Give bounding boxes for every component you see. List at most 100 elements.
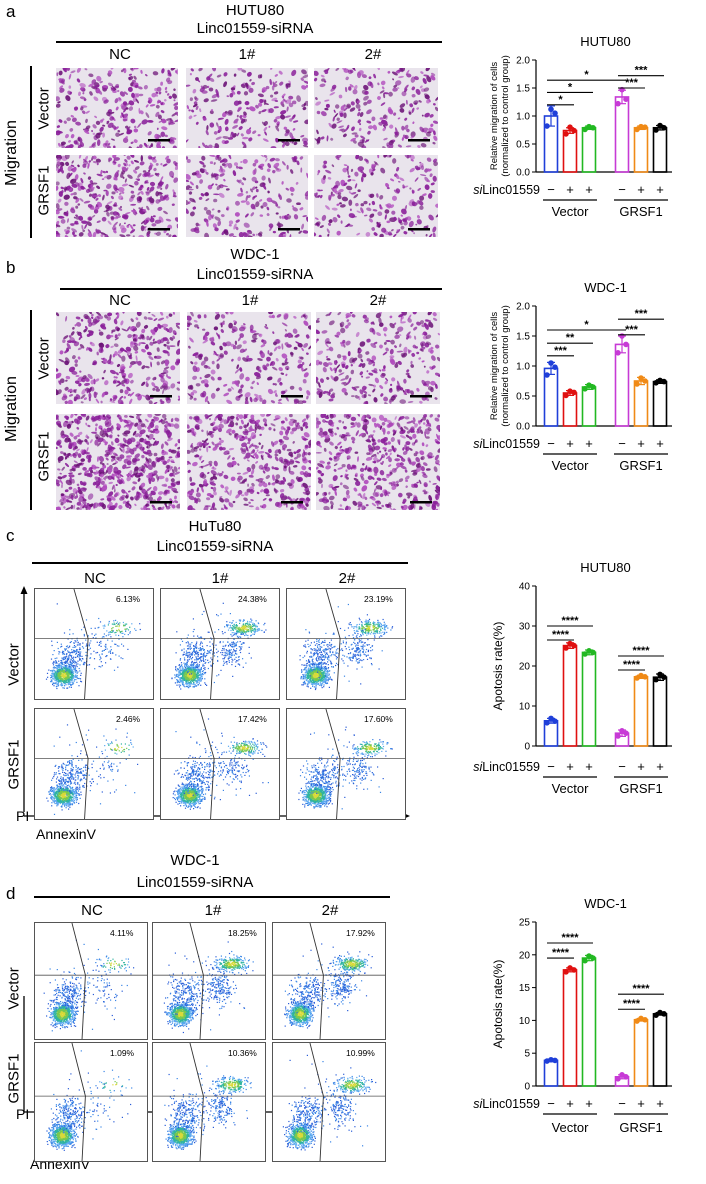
y-tick-label: 0: [524, 742, 530, 753]
data-point: [623, 341, 629, 348]
flow-plot-c-vector-1: [160, 588, 280, 700]
significance-label: ****: [623, 659, 641, 671]
data-point: [634, 126, 640, 133]
treatment-sign: −: [618, 436, 626, 451]
treatment-sign: +: [637, 436, 645, 451]
y-tick-label: 10: [519, 702, 531, 713]
y-tick-label: 2.0: [516, 302, 530, 313]
data-point: [623, 96, 629, 102]
flow-plot-d-vector-1: [152, 922, 266, 1040]
significance-label: ****: [632, 645, 650, 657]
micrograph-b-vector-1: [187, 312, 311, 404]
data-point: [642, 378, 648, 384]
data-point: [653, 1012, 659, 1018]
treatment-sign: +: [637, 759, 645, 774]
panel-letter-a: a: [6, 2, 16, 21]
bar: [581, 957, 597, 1087]
micrograph-a-vector-nc: [56, 68, 178, 148]
panel-b-row-bracket: [30, 310, 32, 510]
data-point: [615, 350, 621, 356]
pct-d-vector-2: 17.92%: [346, 928, 375, 938]
data-point: [548, 360, 554, 366]
bar: [581, 651, 597, 747]
treatment-row-label: siLinc01559: [473, 183, 540, 197]
panel-letter-d: d: [6, 884, 16, 903]
treatment-sign: +: [656, 1096, 664, 1111]
data-point: [657, 671, 663, 678]
data-point: [590, 955, 596, 961]
chart-title: HUTU80: [580, 560, 631, 575]
significance-label: ****: [561, 932, 579, 944]
flow-plot-d-grsf1-2: [272, 1042, 386, 1162]
bar: [633, 380, 649, 427]
data-point: [552, 110, 558, 116]
significance-label: ***: [625, 77, 639, 89]
y-tick-label: 10: [519, 1016, 531, 1027]
group-label: Vector: [552, 781, 590, 796]
panel-a-subtitle: Linc01559-siRNA: [196, 20, 314, 37]
data-point: [634, 1018, 640, 1024]
treatment-sign: +: [566, 182, 574, 197]
panel-letter-c: c: [6, 526, 15, 545]
data-point: [590, 384, 596, 390]
panel-d-col-2: 2#: [321, 902, 339, 919]
pct-c-grsf1-nc: 2.46%: [116, 714, 141, 724]
treatment-sign: +: [566, 759, 574, 774]
panel-a-header-line: [56, 41, 442, 43]
treatment-sign: +: [656, 182, 664, 197]
group-label: GRSF1: [619, 781, 662, 796]
bar: [633, 1018, 649, 1087]
treatment-sign: +: [585, 182, 593, 197]
data-point: [571, 967, 577, 973]
data-point: [642, 1016, 648, 1023]
panel-c-row-vector: Vector: [5, 643, 23, 686]
significance-label: ***: [635, 308, 649, 320]
significance-label: ****: [561, 615, 579, 627]
data-point: [544, 720, 550, 726]
chart-title: WDC-1: [584, 280, 627, 295]
data-point: [615, 100, 621, 107]
y-tick-label: 25: [519, 918, 531, 929]
treatment-sign: +: [585, 1096, 593, 1111]
treatment-sign: +: [585, 436, 593, 451]
significance-label: ****: [632, 983, 650, 995]
flow-plot-d-vector-2: [272, 922, 386, 1040]
panel-c-y-axis-label: PI: [16, 808, 30, 824]
data-point: [544, 123, 550, 129]
panel-c-col-nc: NC: [84, 570, 106, 587]
treatment-sign: −: [547, 1096, 555, 1111]
significance-label: ****: [552, 629, 570, 641]
flow-plot-c-grsf1-2: [286, 708, 406, 820]
data-point: [619, 333, 625, 339]
panel-letter-b: b: [6, 258, 16, 277]
pct-c-vector-nc: 6.13%: [116, 594, 141, 604]
panel-d-col-1: 1#: [204, 902, 222, 919]
pct-d-grsf1-1: 10.36%: [228, 1048, 257, 1058]
data-point: [653, 676, 659, 683]
y-axis-label: Apotosis rate(%): [491, 960, 505, 1049]
flow-plot-c-vector-nc: [34, 588, 154, 700]
y-tick-label: 15: [519, 983, 531, 994]
pct-c-vector-1: 24.38%: [238, 594, 267, 604]
group-label: GRSF1: [619, 204, 662, 219]
panel-d-row-vector: Vector: [5, 967, 23, 1010]
panel-c-header-line: [32, 562, 408, 564]
bar: [581, 126, 597, 173]
significance-label: *: [568, 81, 573, 93]
y-tick-label: 5: [524, 1049, 530, 1060]
panel-b-col-1: 1#: [241, 292, 259, 309]
panel-b-col-nc: NC: [109, 292, 131, 309]
chart-title: HUTU80: [580, 34, 631, 49]
bar: [633, 126, 649, 173]
panel-b-subtitle: Linc01559-siRNA: [196, 266, 314, 283]
bar: [652, 1013, 668, 1087]
panel-c-subtitle: Linc01559-siRNA: [156, 538, 274, 555]
y-tick-label: 2.0: [516, 56, 530, 67]
treatment-sign: +: [637, 1096, 645, 1111]
pct-c-grsf1-2: 17.60%: [364, 714, 393, 724]
data-point: [548, 715, 554, 722]
data-point: [552, 1057, 558, 1064]
micrograph-a-vector-2: [314, 68, 438, 148]
pct-d-grsf1-nc: 1.09%: [110, 1048, 135, 1058]
panel-a-col-nc: NC: [109, 46, 131, 63]
